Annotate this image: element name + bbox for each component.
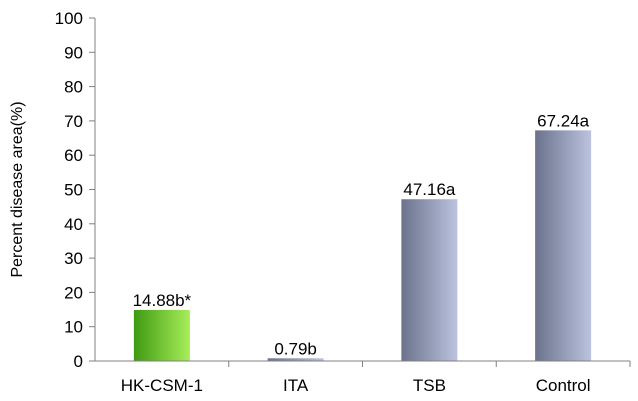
data-label: 0.79b [274,339,317,358]
data-label: 14.88b* [133,291,192,310]
x-axis-labels: HK-CSM-1 ITA TSB Control [121,361,631,395]
data-label: 67.24a [537,111,590,130]
y-tick-label: 90 [64,43,83,62]
y-tick-label: 20 [64,283,83,302]
data-label: 47.16a [403,180,456,199]
y-tick-label: 70 [64,112,83,131]
y-axis-title: Percent disease area(%) [9,101,26,277]
y-tick-label: 60 [64,146,83,165]
bar-hk-csm-1 [133,309,190,361]
x-category-label: ITA [283,376,309,395]
y-tick-label: 100 [55,9,83,28]
y-tick-label: 40 [64,215,83,234]
y-axis-ticks: 0 10 20 30 40 50 60 70 80 90 100 [55,9,95,371]
y-tick-label: 80 [64,78,83,97]
x-category-label: HK-CSM-1 [121,376,203,395]
bar-tsb [401,199,458,361]
y-tick-label: 30 [64,249,83,268]
bar-control [535,130,592,361]
y-tick-label: 10 [64,318,83,337]
y-tick-label: 50 [64,181,83,200]
y-tick-label: 0 [74,352,83,371]
bars: 14.88b* 0.79b 47.16a 67.24a [133,111,592,361]
x-category-label: TSB [413,376,446,395]
x-category-label: Control [536,376,591,395]
bar-ita [267,358,324,361]
